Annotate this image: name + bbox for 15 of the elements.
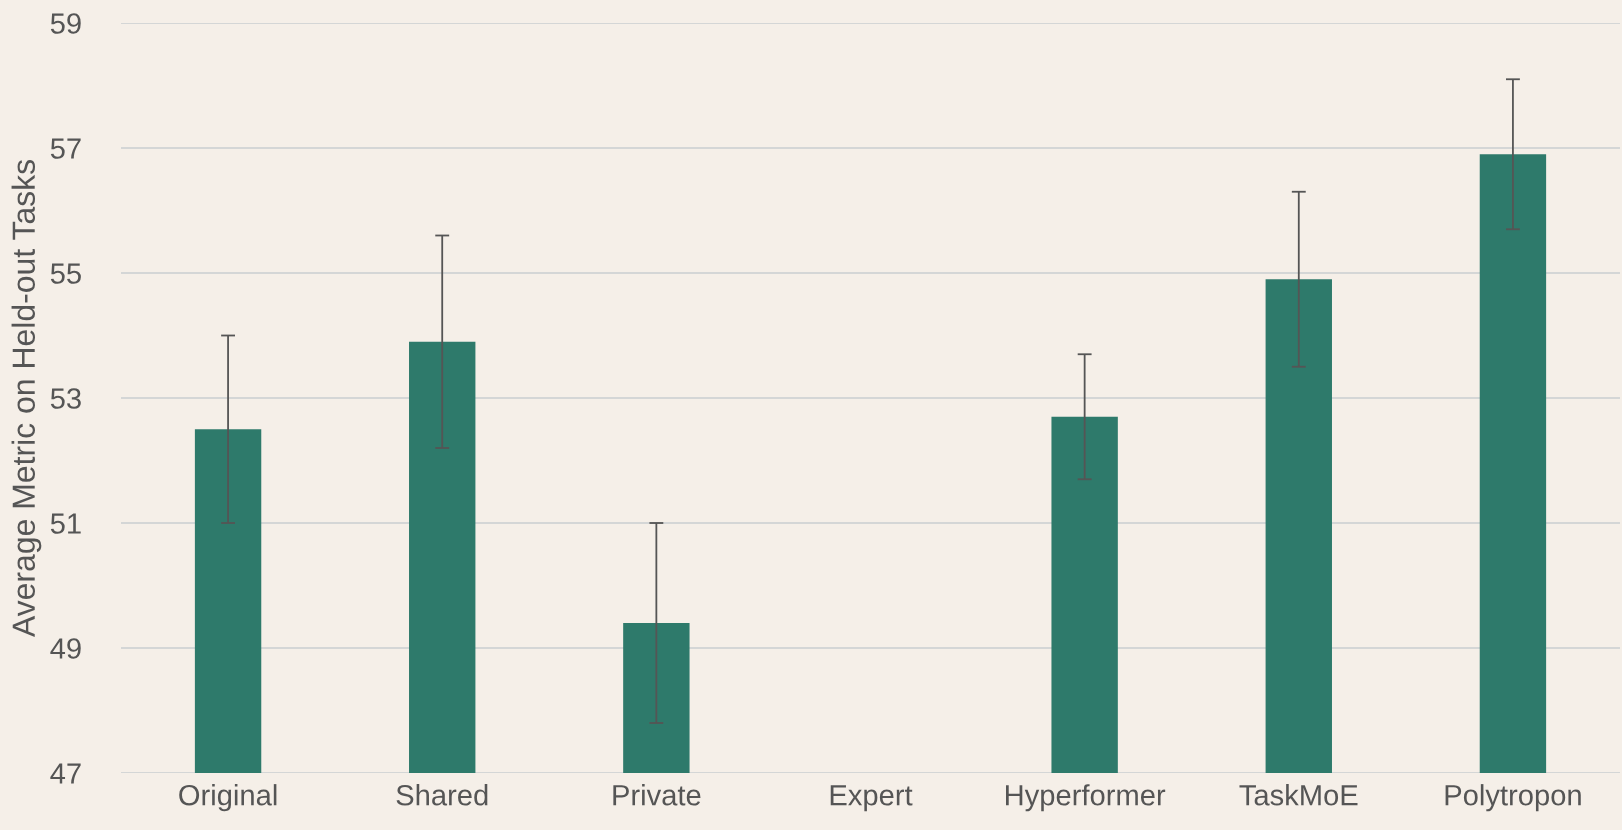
x-tick-label: Hyperformer [1006,784,1166,812]
y-tick-label: 55 [50,263,81,284]
y-tick-label: 51 [50,513,81,534]
y-tick-label: 53 [50,388,81,409]
y-tick-label: 47 [50,763,81,784]
y-axis-title: Average Metric on Held-out Tasks [11,160,42,638]
y-tick-label: 57 [50,138,81,159]
x-tick-label: TaskMoE [1239,784,1358,806]
y-tick-label: 59 [50,13,81,34]
x-tick-label: Original [179,784,277,812]
x-tick-label: Expert [830,785,913,812]
x-tick-label: Polytropon [1445,784,1581,812]
x-tick-label: Private [613,784,701,806]
y-tick-label: 49 [50,638,81,659]
x-tick-label: Shared [396,784,488,806]
